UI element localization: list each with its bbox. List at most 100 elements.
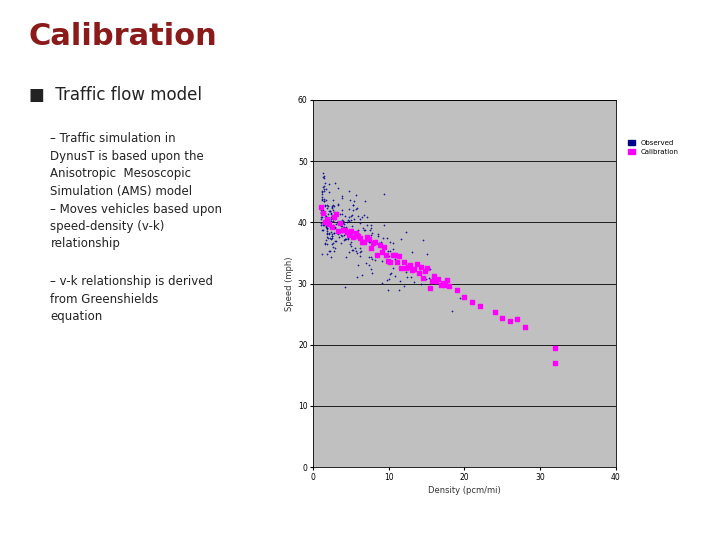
Point <box>352 226 364 234</box>
Point <box>320 211 331 219</box>
Point <box>389 251 400 259</box>
Point <box>336 210 348 218</box>
Point <box>420 267 431 275</box>
Point <box>331 217 343 226</box>
Point <box>395 277 406 286</box>
Point <box>320 235 332 244</box>
Point <box>345 229 356 238</box>
Point <box>336 225 347 234</box>
Point <box>387 245 399 253</box>
Text: ■  Traffic flow model: ■ Traffic flow model <box>29 86 202 104</box>
Point <box>343 248 355 256</box>
Point <box>316 187 328 195</box>
Point <box>315 213 327 221</box>
Point <box>319 240 330 249</box>
Point <box>316 190 328 198</box>
Point <box>420 274 432 283</box>
Point <box>323 230 334 238</box>
Point <box>319 239 330 247</box>
Point <box>372 231 384 240</box>
Point <box>361 221 373 230</box>
Point <box>426 277 438 286</box>
Point <box>324 217 336 226</box>
Point <box>323 210 334 219</box>
Point <box>337 217 348 226</box>
Point <box>325 208 336 217</box>
Point <box>398 281 410 290</box>
Point <box>346 246 358 254</box>
Point <box>504 316 516 325</box>
Point <box>354 233 366 242</box>
Point <box>333 201 344 210</box>
Point <box>322 215 333 224</box>
Point <box>341 228 353 237</box>
Point <box>346 221 358 230</box>
Point <box>431 276 442 285</box>
Point <box>467 297 478 306</box>
Point <box>398 262 410 271</box>
Point <box>414 267 426 275</box>
Point <box>315 202 327 211</box>
Point <box>326 239 338 248</box>
Point <box>418 274 429 282</box>
Point <box>352 231 364 240</box>
Point <box>316 195 328 204</box>
Point <box>339 212 351 220</box>
Point <box>395 234 407 243</box>
Point <box>369 237 381 246</box>
Point <box>372 251 383 259</box>
Point <box>323 202 334 211</box>
Point <box>325 207 336 215</box>
Point <box>323 214 335 222</box>
Point <box>328 202 340 211</box>
Point <box>382 286 394 295</box>
Point <box>354 244 366 253</box>
Point <box>359 239 371 248</box>
Point <box>364 238 375 246</box>
Point <box>351 233 363 241</box>
Point <box>397 257 409 266</box>
Point <box>435 281 446 289</box>
Point <box>418 268 429 276</box>
Point <box>343 187 355 195</box>
Point <box>323 216 335 225</box>
Point <box>331 228 343 237</box>
Point <box>409 265 420 274</box>
Point <box>346 216 357 225</box>
Point <box>348 201 359 210</box>
Point <box>315 219 327 228</box>
Point <box>342 216 354 225</box>
Point <box>384 269 395 278</box>
Point <box>408 278 420 286</box>
Point <box>391 258 402 266</box>
Point <box>348 197 359 205</box>
Point <box>328 213 340 221</box>
Point <box>323 207 334 215</box>
Point <box>348 214 359 223</box>
Point <box>337 226 348 234</box>
Point <box>336 194 348 202</box>
Point <box>422 264 433 272</box>
Point <box>356 213 367 221</box>
Point <box>328 195 339 204</box>
Text: Texas
Transportation
Institute: Texas Transportation Institute <box>72 514 118 530</box>
Point <box>347 201 359 210</box>
Point <box>400 268 412 276</box>
Point <box>354 215 366 224</box>
Point <box>433 275 444 284</box>
Text: – v-k relationship is derived
from Greenshields
equation: – v-k relationship is derived from Green… <box>50 275 213 323</box>
Point <box>338 219 349 227</box>
Point <box>351 273 363 281</box>
Point <box>329 243 341 252</box>
Point <box>326 223 338 232</box>
Point <box>336 222 347 231</box>
Point <box>328 228 340 237</box>
Point <box>343 230 354 239</box>
Point <box>325 214 336 223</box>
Point <box>324 233 336 242</box>
Point <box>330 210 342 218</box>
Point <box>360 196 372 205</box>
Point <box>318 187 330 195</box>
Point <box>474 301 485 310</box>
Point <box>424 284 436 293</box>
